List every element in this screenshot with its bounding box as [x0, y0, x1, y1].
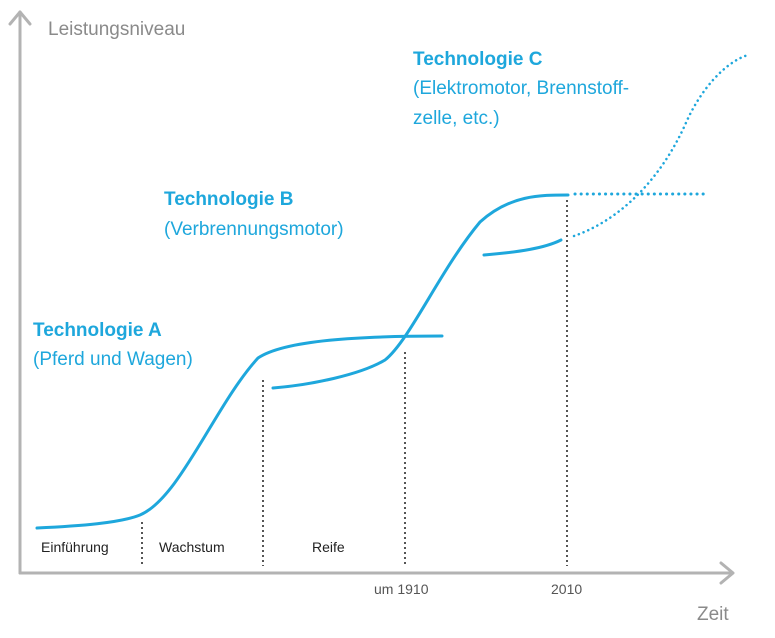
- x-axis-arrowhead: [719, 561, 735, 585]
- technologie-b-title: Technologie B: [164, 189, 294, 210]
- technologie-c-description-line-2: zelle, etc.): [413, 108, 500, 129]
- phase-label-einfuehrung: Einführung: [41, 539, 109, 555]
- technologie-a-description: (Pferd und Wagen): [33, 349, 193, 370]
- dividers: [141, 200, 568, 566]
- curves: [35, 193, 570, 530]
- curve-technologie-b: [271, 193, 570, 390]
- technologie-a-title: Technologie A: [33, 320, 162, 341]
- technologie-c-title: Technologie C: [413, 49, 543, 70]
- curve-technologie-c-start: [482, 238, 563, 257]
- y-axis-label: Leistungsniveau: [48, 19, 186, 40]
- phase-label-reife: Reife: [312, 539, 345, 555]
- phase-label-wachstum: Wachstum: [159, 539, 225, 555]
- axes: [8, 10, 735, 585]
- technologie-c-projection: [572, 53, 750, 238]
- x-axis-label: Zeit: [697, 604, 729, 625]
- tick-label-um-1910: um 1910: [374, 581, 429, 597]
- projections: [572, 53, 750, 238]
- technologie-c-description-line-1: (Elektromotor, Brennstoff-: [413, 78, 630, 99]
- curve-technologie-a: [35, 334, 444, 530]
- y-axis-arrowhead: [8, 10, 32, 26]
- tick-label-2010: 2010: [551, 581, 583, 597]
- technologie-b-description: (Verbrennungsmotor): [164, 219, 344, 240]
